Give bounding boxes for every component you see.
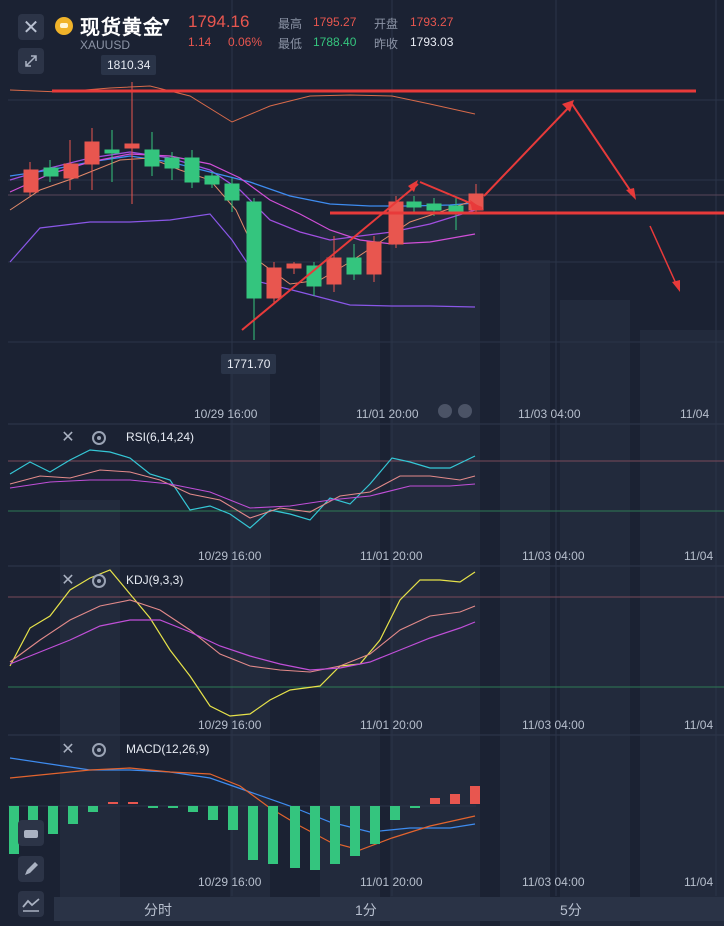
gear-icon[interactable] [92,431,106,445]
timeframe-bar [54,897,724,921]
rsi-line-14 [9,469,476,519]
bb-upper [9,85,476,123]
time-label: 11/04 [684,718,714,732]
last-price: 1794.16 [188,12,250,31]
gear-icon[interactable] [92,574,106,588]
time-label: 11/03 04:00 [518,407,581,421]
instrument-symbol: XAUUSD [80,38,131,52]
time-label: 10/29 16:00 [198,718,262,732]
low-price-tag: 1771.70 [221,354,277,374]
close-button[interactable]: ✕ [18,14,44,40]
price-change-pct: 0.06% [228,35,263,49]
macd-hist-up [108,786,480,804]
low-label: 最低 [278,37,303,51]
price-change: 1.14 [188,35,212,49]
time-label: 11/01 20:00 [360,718,423,732]
open-value: 1793.27 [410,15,454,29]
time-label: 11/03 04:00 [522,718,585,732]
tab-5min[interactable]: 5分 [560,902,582,918]
time-label: 10/29 16:00 [198,875,262,889]
close-icon: ✕ [22,16,40,39]
bb-lower [9,213,476,308]
tab-timeshare[interactable]: 分时 [144,902,172,918]
collapse-arrows-icon [25,55,37,67]
time-label: 11/04 [684,549,714,563]
prev-close-value: 1793.03 [410,35,454,49]
close-icon[interactable]: ✕ [61,741,75,758]
annotations [52,89,724,331]
rsi-title: RSI(6,14,24) [126,430,195,444]
time-label: 11/04 [680,407,710,421]
time-label: 11/01 20:00 [360,875,423,889]
time-label: 11/01 20:00 [360,549,423,563]
scroll-dot[interactable] [458,404,472,418]
time-label: 11/03 04:00 [522,875,585,889]
time-label: 11/04 [684,875,714,889]
eraser-button[interactable] [18,820,44,846]
high-label: 最高 [278,17,303,31]
instrument-title[interactable]: 现货黄金 [80,17,164,39]
eraser-icon [24,830,38,838]
gold-coin-icon [55,17,73,35]
scroll-dot[interactable] [438,404,452,418]
low-value: 1788.40 [313,35,357,49]
gear-icon[interactable] [92,743,106,757]
kdj-title: KDJ(9,3,3) [126,573,184,587]
macd-dea [9,767,476,851]
close-icon[interactable]: ✕ [61,572,75,589]
chevron-down-icon[interactable]: ▼ [160,15,172,29]
open-label: 开盘 [374,17,399,31]
draw-button[interactable] [18,856,44,882]
close-icon[interactable]: ✕ [61,429,75,446]
rsi-line-24 [9,479,476,509]
kdj-line-j [9,569,476,717]
macd-title: MACD(12,26,9) [126,742,210,756]
time-label: 11/01 20:00 [356,407,419,421]
time-label: 10/29 16:00 [198,549,262,563]
prev-close-label: 昨收 [374,37,399,51]
kdj-line-k [9,599,476,673]
rsi-line-6 [9,449,476,529]
time-label: 11/03 04:00 [522,549,585,563]
line-chart-icon [22,898,40,912]
high-value: 1795.27 [313,15,357,29]
indicator-button[interactable] [18,891,44,917]
pencil-icon [25,862,38,875]
collapse-button[interactable] [18,48,44,74]
time-label: 10/29 16:00 [194,407,258,421]
high-price-tag: 1810.34 [101,55,157,75]
kdj-line-d [9,619,476,671]
tab-1min[interactable]: 1分 [355,902,377,918]
